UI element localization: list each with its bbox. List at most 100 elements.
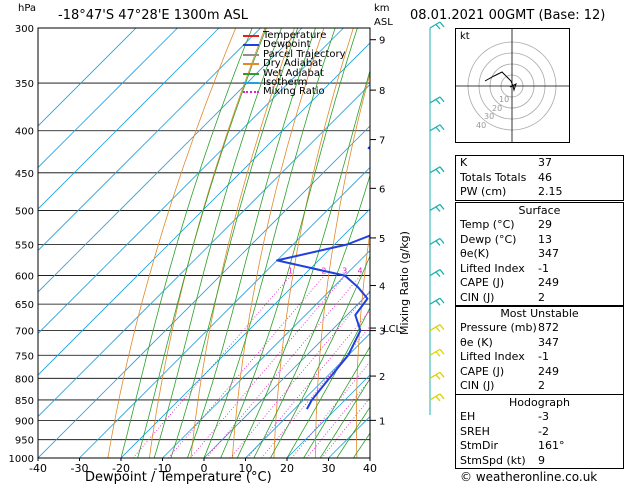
wet-adiabat-line: [137, 28, 267, 458]
legend-label: Dewpoint: [263, 39, 311, 51]
wind-barb: [429, 297, 445, 306]
wind-barb-flag: [439, 96, 445, 103]
wet-adiabat-line: [220, 28, 358, 458]
pressure-tick-label: 550: [15, 240, 34, 251]
most-unstable-row: θe (K) 347: [456, 336, 623, 351]
wet-adiabat-line: [319, 378, 370, 458]
surface-row: Dewp (°C) 13: [456, 233, 623, 248]
wind-barb-flag: [435, 300, 441, 306]
wet-adiabat-line: [203, 28, 336, 458]
hodograph-stat-label: StmSpd (kt): [460, 453, 526, 467]
legend-swatch: [243, 72, 259, 75]
legend-item: Temperature: [243, 30, 346, 41]
surface-box: Surface Temp (°C) 29 Dewp (°C) 13 θe(K) 347 Li…: [455, 202, 624, 307]
wet-adiabat-line: [120, 28, 253, 458]
wet-adiabat-line: [253, 173, 370, 458]
legend-label: Parcel Trajectory: [263, 48, 346, 60]
pressure-tick-label: 600: [15, 272, 34, 283]
most-unstable-box: Most Unstable Pressure (mb) 872 θe (K) 347 L…: [455, 305, 624, 395]
wind-barb-flag: [435, 351, 441, 357]
pressure-tick-label: 700: [15, 327, 34, 338]
wind-barb-shaft: [429, 348, 441, 356]
skewt-grid: 1 2 3 4 6 8 10 16 20 25: [38, 28, 370, 458]
km-tick-label: 1: [379, 416, 385, 427]
hodograph-table-box: Hodograph EH -3 SREH -2 StmDir 161° StmSpd (kt…: [455, 394, 624, 470]
wind-barb-flag: [439, 238, 445, 244]
wind-barb-flag: [439, 21, 445, 28]
legend-item: Dewpoint: [243, 39, 346, 51]
surface-label: Dewp (°C): [460, 232, 517, 246]
most-unstable-value: 872: [538, 321, 559, 334]
surface-title: Surface: [518, 204, 561, 217]
mixing-ratio-line: [206, 275, 361, 458]
wind-barb-flag: [435, 206, 441, 212]
hodograph-stat-label: StmDir: [460, 439, 499, 453]
wind-barb-flag: [435, 24, 441, 30]
surface-value: 249: [538, 276, 559, 290]
km-tick-label: 2: [379, 372, 385, 383]
wind-barb-shaft: [429, 371, 441, 379]
isotherm-line: [79, 166, 370, 458]
pressure-tick-label: 300: [15, 24, 34, 35]
most-unstable-row: Pressure (mb) 872: [456, 321, 623, 336]
legend-item: Isotherm: [243, 77, 346, 87]
mixing-ratio-axis-title: Mixing Ratio (g/kg): [398, 231, 411, 335]
wind-barb-flag: [439, 371, 445, 378]
skewt-axes: 3003504004505005506006507007508008509009…: [9, 24, 402, 475]
wind-barb-shaft: [429, 21, 441, 29]
surface-label: CIN (J): [460, 290, 495, 304]
most-unstable-row: CIN (J) 2: [456, 379, 623, 394]
km-tick-label: 8: [379, 86, 385, 97]
surface-row: Lifted Index -1: [456, 262, 623, 277]
pressure-tick-label: 1000: [9, 454, 34, 465]
hodograph-stat-value: 161°: [538, 439, 565, 453]
hodo-label-20: 20: [492, 104, 502, 113]
most-unstable-label: Pressure (mb): [460, 321, 537, 334]
wind-barb: [429, 269, 445, 277]
x-tick-label: -40: [29, 462, 47, 475]
most-unstable-label: Lifted Index: [460, 350, 525, 364]
pressure-unit-label: hPa: [18, 3, 37, 14]
wind-barb: [429, 21, 445, 30]
most-unstable-value: 249: [538, 364, 559, 378]
hodograph-stat-row: StmDir 161°: [456, 439, 623, 454]
x-tick-label: -30: [71, 462, 89, 475]
lcl-label: LCL: [383, 324, 402, 335]
wind-barb: [429, 393, 445, 402]
wind-barb-shaft: [429, 96, 441, 104]
hodograph-unit: kt: [460, 31, 470, 42]
hodograph-stat-label: SREH: [460, 424, 490, 438]
hodograph-trace-low: [509, 83, 517, 92]
x-tick-label: 40: [363, 462, 377, 475]
mixing-ratio-line: [229, 290, 370, 458]
wind-barb-flag: [439, 269, 445, 275]
legend-label: Wet Adiabat: [263, 67, 324, 79]
pressure-tick-label: 450: [15, 169, 34, 180]
hodograph-stat-row: EH -3: [456, 410, 623, 425]
isotherm-line: [245, 332, 370, 458]
index-label: PW (cm): [460, 185, 507, 199]
most-unstable-label: CAPE (J): [460, 364, 505, 378]
mixing-ratio-label: 1: [288, 267, 293, 276]
hodo-label-30: 30: [484, 112, 494, 121]
hodograph-stat-value: -2: [538, 424, 549, 438]
wind-barb-flag: [435, 271, 441, 277]
wet-adiabat-line: [153, 28, 282, 458]
most-unstable-value: 347: [538, 335, 559, 349]
index-value: 46: [538, 170, 552, 184]
most-unstable-title: Most Unstable: [500, 307, 579, 320]
hodograph-panel: kt 10 20 30 40: [455, 28, 570, 143]
wind-barb: [429, 96, 445, 105]
isotherm-line: [286, 374, 370, 458]
surface-row: CAPE (J) 249: [456, 276, 623, 291]
pressure-tick-label: 800: [15, 374, 34, 385]
mixing-ratio-label: 3: [342, 267, 347, 276]
legend-label: Temperature: [263, 30, 327, 41]
wind-barb-flag: [435, 396, 441, 402]
isotherm-line: [38, 28, 261, 252]
km-tick-label: 6: [379, 184, 385, 195]
pressure-tick-label: 750: [15, 351, 34, 362]
wind-barb-flag: [439, 348, 445, 355]
km-tick-label: 9: [379, 36, 385, 47]
x-tick-label: 10: [239, 462, 253, 475]
